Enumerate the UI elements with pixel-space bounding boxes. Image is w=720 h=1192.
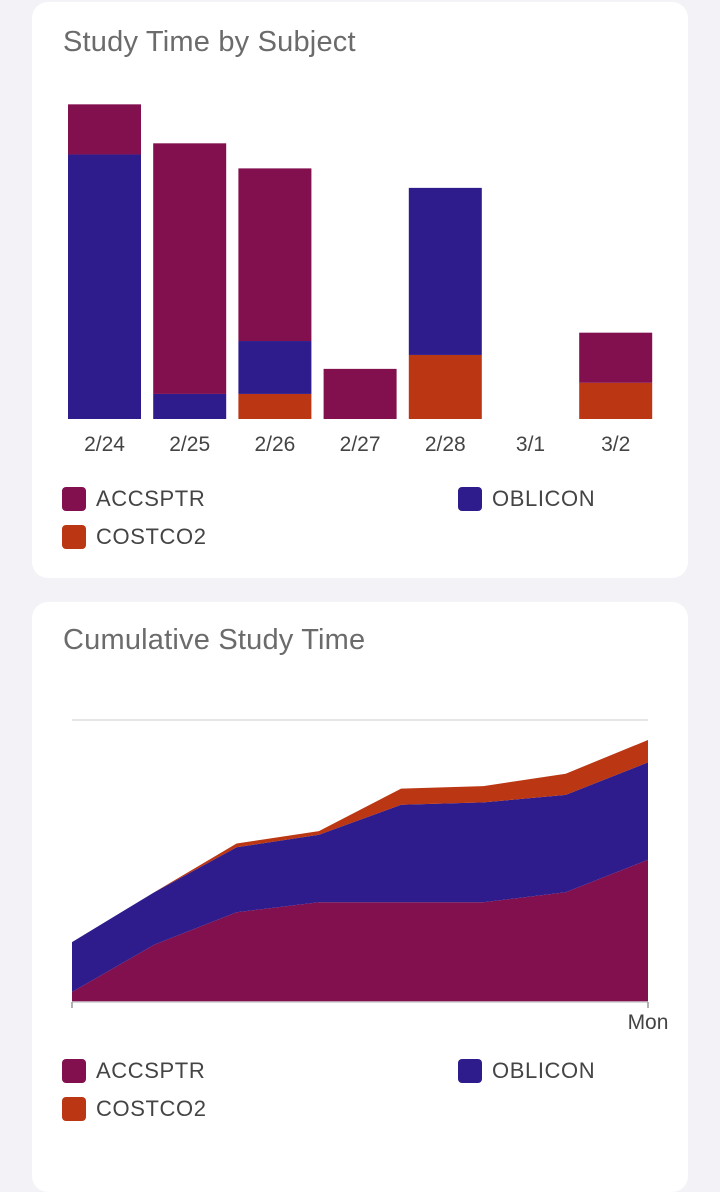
legend-swatch-oblicon: [458, 487, 482, 511]
x-tick-label-2-27: 2/27: [340, 433, 381, 456]
study-time-by-subject-card: Study Time by Subject 2/24 2/25 2/26 2/27 2/…: [32, 2, 688, 578]
x-tick-label-2-24: 2/24: [84, 433, 125, 456]
bar-accsptr-2-26[interactable]: [238, 168, 312, 342]
bar-accsptr-2-27[interactable]: [323, 368, 397, 419]
bar-costco2-2-26[interactable]: [238, 393, 312, 419]
legend-item-oblicon[interactable]: OBLICON: [458, 1058, 595, 1084]
legend-label-oblicon: OBLICON: [492, 486, 596, 511]
bar-oblicon-2-24[interactable]: [68, 154, 141, 419]
legend-item-costco2[interactable]: COSTCO2: [62, 524, 207, 550]
area-accsptr[interactable]: [72, 859, 648, 1002]
legend-label-accsptr: ACCSPTR: [96, 486, 206, 511]
x-tick-label-3-1: 3/1: [516, 433, 545, 456]
x-tick-label-mon: Mon: [628, 1011, 669, 1034]
bar-oblicon-2-25[interactable]: [153, 393, 227, 419]
bar-accsptr-2-24[interactable]: [68, 104, 141, 155]
legend-label-oblicon: OBLICON: [492, 1058, 596, 1083]
legend-swatch-accsptr: [62, 487, 86, 511]
legend-item-costco2[interactable]: COSTCO2: [62, 1096, 207, 1122]
legend-label-costco2: COSTCO2: [96, 1096, 207, 1121]
legend-label-costco2: COSTCO2: [96, 524, 207, 549]
area-chart-title: Cumulative Study Time: [63, 624, 366, 656]
legend-item-accsptr[interactable]: ACCSPTR: [62, 1058, 205, 1084]
bar-chart-title: Study Time by Subject: [63, 26, 356, 58]
legend-swatch-costco2: [62, 525, 86, 549]
x-tick-label-2-28: 2/28: [425, 433, 466, 456]
bar-chart: 2/24 2/25 2/26 2/27 2/28 3/1 3/2: [68, 104, 653, 456]
legend-swatch-oblicon: [458, 1059, 482, 1083]
area-chart: Mon: [71, 719, 669, 1034]
bar-oblicon-2-26[interactable]: [238, 341, 312, 394]
x-tick-label-3-2: 3/2: [601, 433, 630, 456]
bar-accsptr-2-25[interactable]: [153, 143, 227, 394]
legend-swatch-accsptr: [62, 1059, 86, 1083]
x-tick-label-2-25: 2/25: [169, 433, 210, 456]
legend-item-accsptr[interactable]: ACCSPTR: [62, 486, 205, 512]
x-tick-label-2-26: 2/26: [254, 433, 295, 456]
bar-oblicon-2-28[interactable]: [408, 187, 482, 355]
area-chart-legend: ACCSPTR OBLICON COSTCO2: [62, 1058, 662, 1138]
bar-accsptr-3-2[interactable]: [579, 332, 653, 383]
bar-chart-legend: ACCSPTR OBLICON COSTCO2: [62, 486, 662, 566]
legend-label-accsptr: ACCSPTR: [96, 1058, 206, 1083]
legend-swatch-costco2: [62, 1097, 86, 1121]
area-costco2[interactable]: [72, 740, 648, 943]
area-oblicon[interactable]: [72, 762, 648, 992]
bar-costco2-3-2[interactable]: [579, 382, 653, 419]
cumulative-study-time-card: Cumulative Study Time Mon ACCSPTR OBLICO…: [32, 602, 688, 1192]
legend-item-oblicon[interactable]: OBLICON: [458, 486, 595, 512]
bar-costco2-2-28[interactable]: [408, 354, 482, 419]
